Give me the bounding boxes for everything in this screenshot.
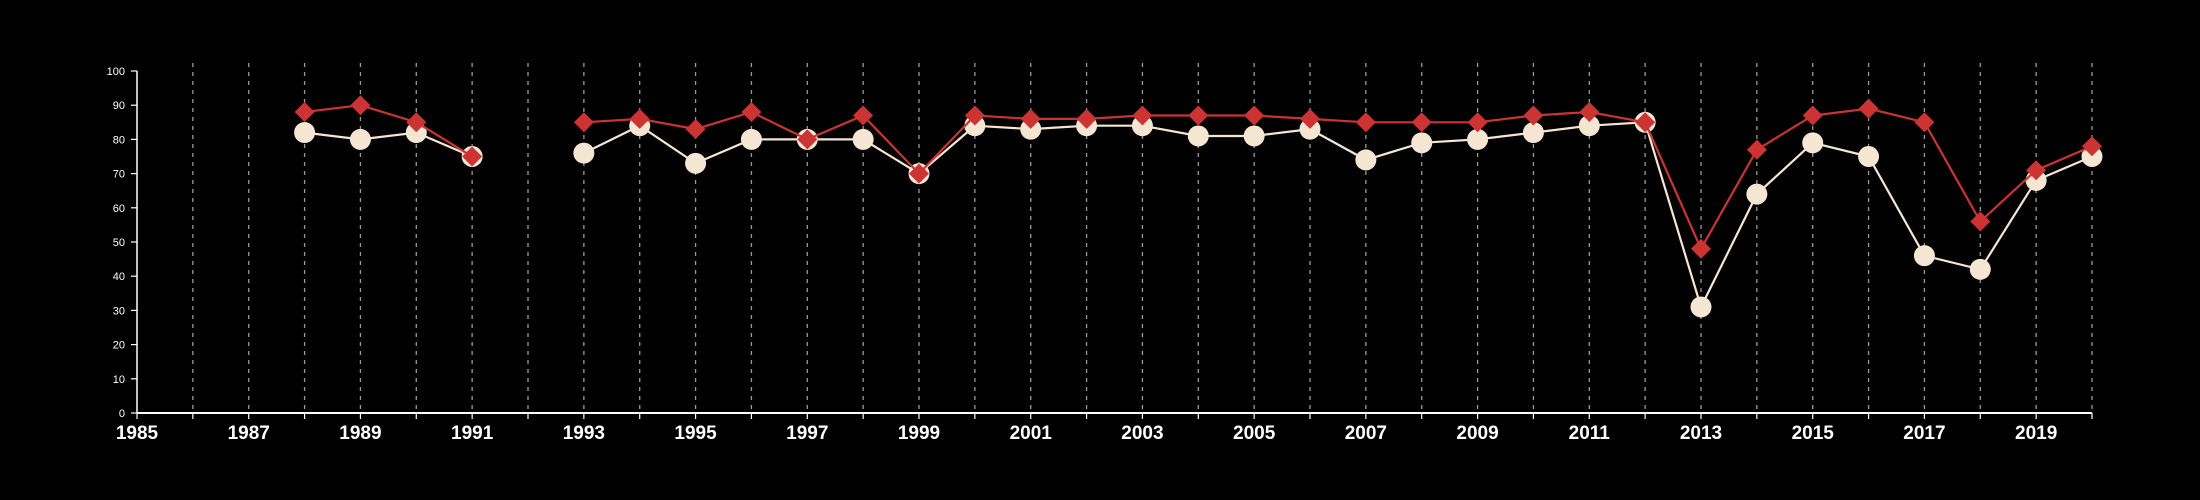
series-0-point-2013 xyxy=(1691,238,1711,259)
x-tick-label-2009: 2009 xyxy=(1456,423,1498,444)
series-1-point-2009 xyxy=(1467,128,1489,150)
series-1-point-2020 xyxy=(2081,146,2103,167)
x-tick-label-1993: 1993 xyxy=(563,423,605,444)
series-0-point-2008 xyxy=(1411,112,1432,133)
y-tick-label-60: 60 xyxy=(113,203,125,215)
series-0-point-1996 xyxy=(741,102,762,122)
y-tick-label-10: 10 xyxy=(113,374,125,386)
x-tick-label-1987: 1987 xyxy=(228,423,270,444)
series-1-point-2007 xyxy=(1355,149,1377,171)
x-tick-label-1995: 1995 xyxy=(674,423,717,444)
series-0-point-1994 xyxy=(629,108,650,129)
series-1-point-2016 xyxy=(1858,146,1880,167)
series-0-point-2014 xyxy=(1746,139,1767,160)
series-1-point-1998 xyxy=(852,128,874,150)
x-tick-label-2013: 2013 xyxy=(1680,423,1722,444)
y-tick-label-100: 100 xyxy=(107,66,125,78)
x-tick-label-2001: 2001 xyxy=(1010,423,1053,444)
y-tick-label-70: 70 xyxy=(113,169,125,181)
series-0-point-1993 xyxy=(573,112,594,133)
series-1-point-1988 xyxy=(294,122,316,144)
series-1-point-2011 xyxy=(1578,115,1600,137)
series-0-point-2005 xyxy=(1244,105,1265,126)
x-tick-label-2015: 2015 xyxy=(1792,423,1835,444)
series-0-point-2017 xyxy=(1914,112,1935,133)
series-1-point-2010 xyxy=(1522,122,1544,144)
y-tick-label-80: 80 xyxy=(113,134,125,146)
series-0-point-1999 xyxy=(909,163,929,184)
series-0-point-2020 xyxy=(2082,136,2102,157)
series-0-point-2010 xyxy=(1523,105,1544,126)
series-1-point-1990 xyxy=(405,122,427,144)
series-layer xyxy=(294,95,2103,318)
series-1 xyxy=(294,111,2103,318)
series-0 xyxy=(294,95,2102,259)
series-1-point-2008 xyxy=(1411,132,1433,154)
x-tick-label-2011: 2011 xyxy=(1569,423,1611,444)
series-1-point-2014 xyxy=(1746,183,1768,205)
series-0-point-2012 xyxy=(1635,112,1656,133)
y-tick-label-0: 0 xyxy=(119,408,125,420)
series-0-point-2003 xyxy=(1132,105,1153,126)
series-1-point-2017 xyxy=(1913,245,1935,267)
series-1-point-2018 xyxy=(1969,258,1991,280)
x-tick-label-1999: 1999 xyxy=(898,423,940,444)
x-tick-label-2017: 2017 xyxy=(1903,423,1945,444)
x-tick-label-2005: 2005 xyxy=(1233,423,1276,444)
x-tick-label-1985: 1985 xyxy=(116,423,159,444)
series-0-point-2016 xyxy=(1858,98,1879,119)
x-tick-label-1997: 1997 xyxy=(786,423,828,444)
series-1-line-1 xyxy=(583,121,2093,310)
x-tick-label-2003: 2003 xyxy=(1121,423,1163,444)
series-1-point-2006 xyxy=(1299,118,1321,140)
y-tick-label-50: 50 xyxy=(113,237,125,249)
series-0-point-1988 xyxy=(294,102,315,122)
y-tick-label-40: 40 xyxy=(113,271,125,283)
series-0-line-0 xyxy=(304,104,473,158)
series-0-point-1998 xyxy=(853,105,874,126)
series-0-point-2015 xyxy=(1802,105,1823,126)
y-tick-label-30: 30 xyxy=(113,305,125,317)
series-1-point-2015 xyxy=(1802,132,1824,154)
series-0-point-1989 xyxy=(350,95,371,116)
series-0-point-2006 xyxy=(1300,108,1320,129)
series-1-point-2005 xyxy=(1243,125,1265,147)
series-1-point-1996 xyxy=(740,128,762,150)
x-tick-label-1989: 1989 xyxy=(339,423,381,444)
series-0-point-1995 xyxy=(685,119,706,140)
series-0-point-2009 xyxy=(1467,112,1488,133)
series-0-point-2007 xyxy=(1355,112,1376,133)
y-tick-label-20: 20 xyxy=(113,340,125,352)
series-1-point-1989 xyxy=(349,128,371,150)
grid-lines xyxy=(192,63,2093,413)
series-1-point-2001 xyxy=(1020,118,1042,140)
series-1-point-1993 xyxy=(573,142,595,164)
series-1-point-2013 xyxy=(1690,296,1712,318)
series-0-point-2004 xyxy=(1188,105,1209,126)
series-0-point-2011 xyxy=(1579,102,1600,122)
series-0-line-1 xyxy=(583,107,2093,252)
series-1-point-2004 xyxy=(1187,125,1209,147)
x-tick-label-1991: 1991 xyxy=(451,423,494,444)
series-0-point-2001 xyxy=(1020,108,1041,129)
series-0-point-2019 xyxy=(2026,160,2047,181)
series-0-point-1991 xyxy=(462,146,483,167)
y-tick-label-90: 90 xyxy=(113,100,125,112)
series-0-point-1997 xyxy=(797,129,818,150)
series-1-line-0 xyxy=(304,131,473,158)
series-1-point-1995 xyxy=(685,152,707,174)
series-0-point-1990 xyxy=(406,112,427,133)
x-tick-label-2019: 2019 xyxy=(2015,423,2057,444)
series-1-point-2003 xyxy=(1131,115,1153,137)
series-0-point-2002 xyxy=(1076,108,1097,129)
tick-labels: 0 10 20 30 40 50 60 70 80 90 100 1985 1987 1989 1991 19… xyxy=(107,66,2058,444)
series-0-point-2000 xyxy=(964,105,985,126)
series-0-point-2018 xyxy=(1970,211,1991,232)
axes xyxy=(131,70,2093,419)
x-tick-label-2007: 2007 xyxy=(1345,423,1387,444)
